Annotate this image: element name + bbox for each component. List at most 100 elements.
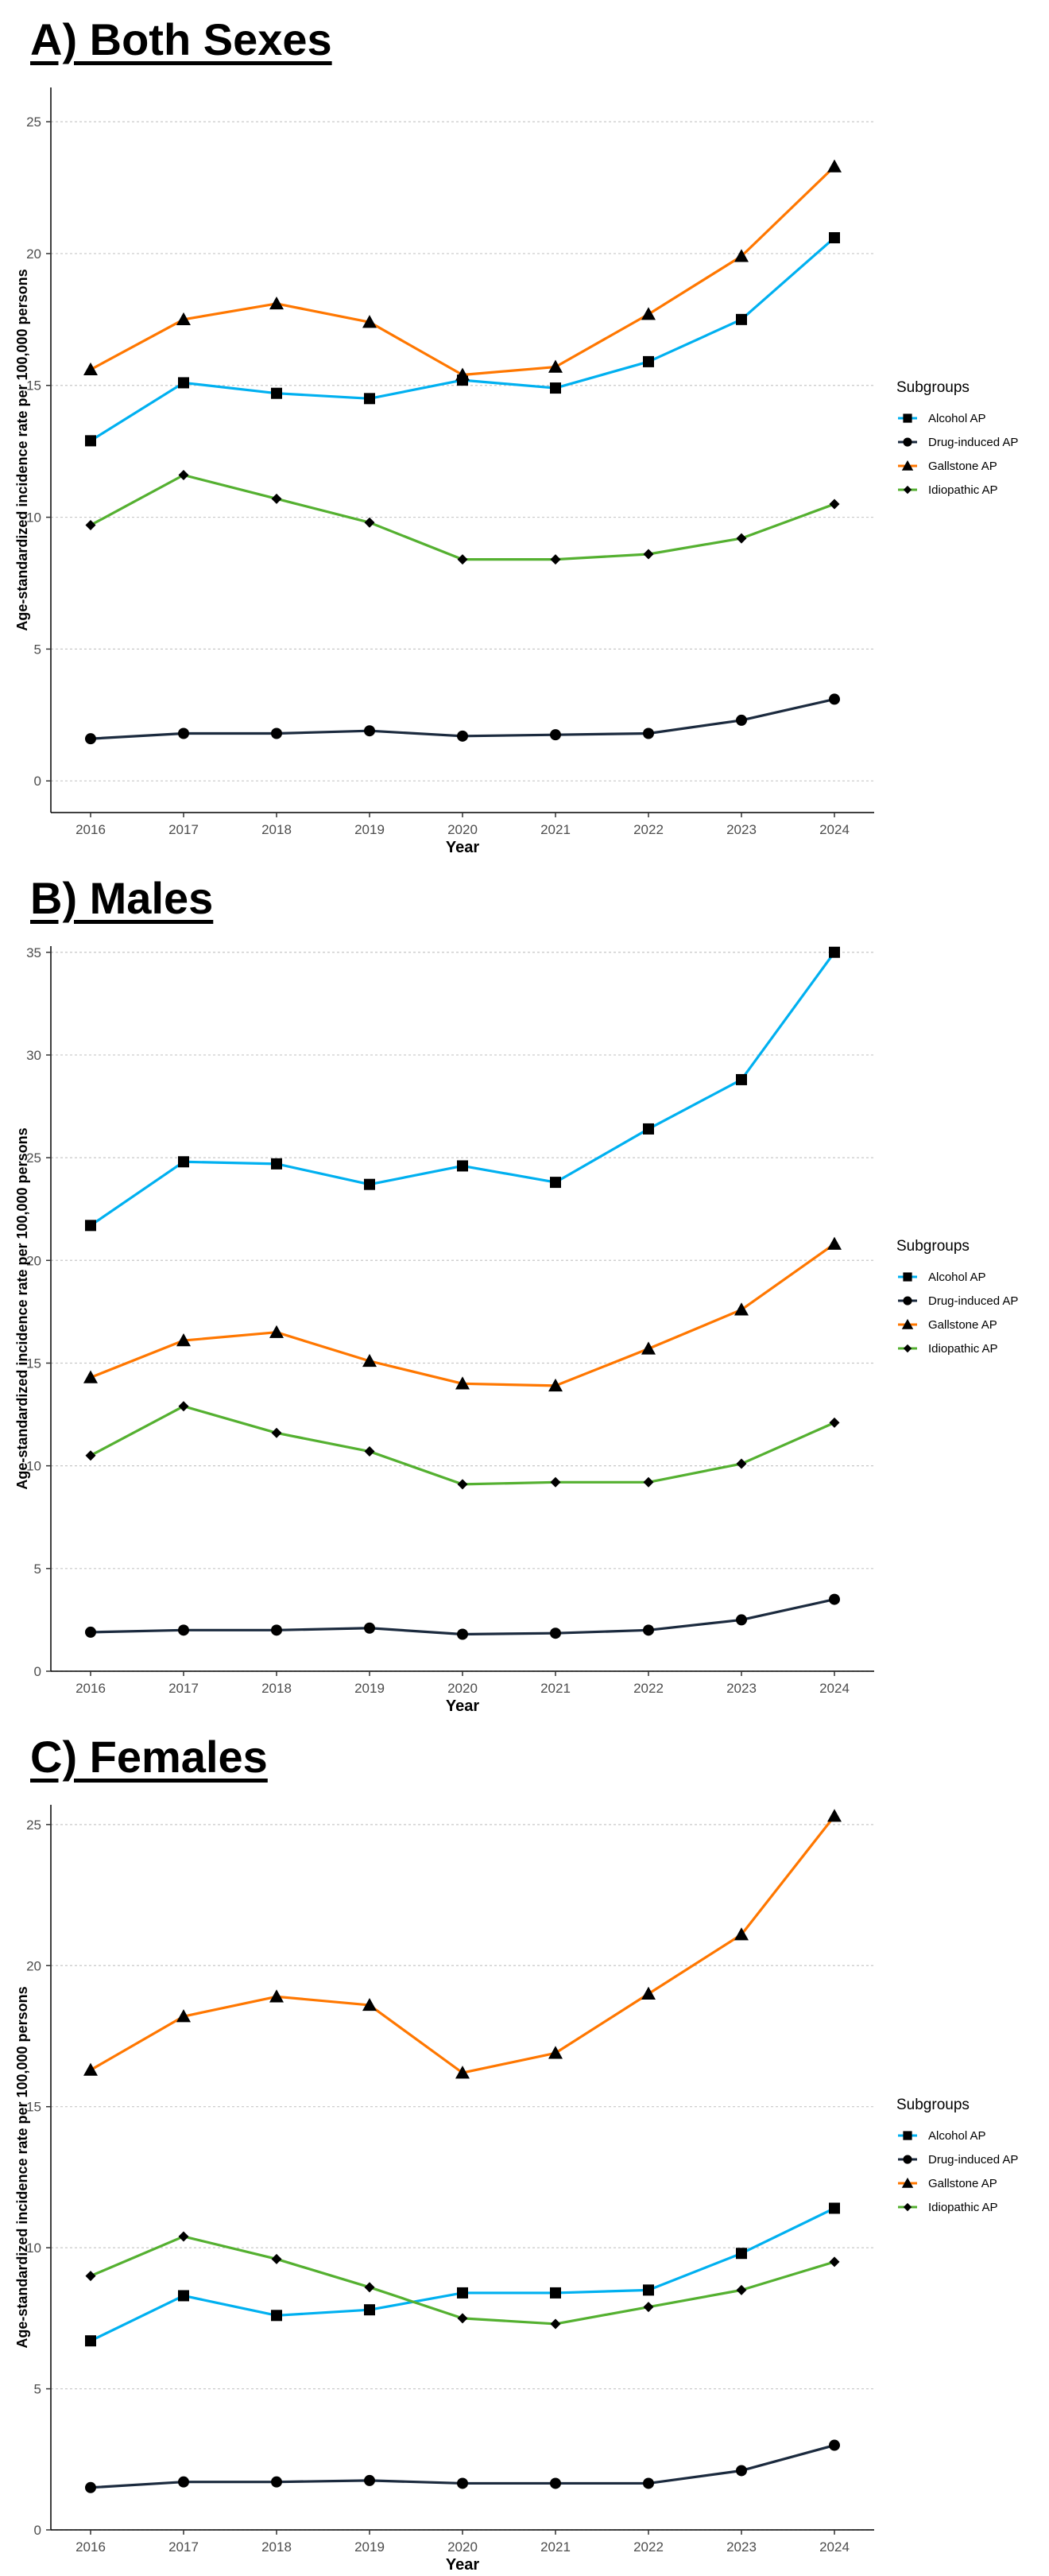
- data-point-alcohol-ap: [829, 232, 840, 244]
- data-point-alcohol-ap: [736, 313, 747, 325]
- chart-panel-a: 0 5 10 15 20 25 2016 2017 2018 2019 2020 2021 2022 20…: [0, 0, 1049, 859]
- data-point-idiopathic-ap: [643, 1476, 654, 1488]
- x-tick-label: 2021: [540, 1681, 571, 1696]
- data-point-drug-induced-ap: [643, 2477, 654, 2489]
- data-point-idiopathic-ap: [178, 1401, 189, 1412]
- x-tick-label: 2017: [168, 2539, 199, 2555]
- legend: Subgroups Alcohol AP Drug-induced AP Gallst…: [896, 2097, 1018, 2214]
- series-line-gallstone-ap: [90, 165, 836, 377]
- x-tick-label: 2016: [75, 2539, 106, 2555]
- data-point-drug-induced-ap: [364, 2474, 375, 2486]
- series-idiopathic-ap: [85, 2231, 840, 2330]
- x-tick-label: 2024: [819, 1681, 850, 1696]
- data-point-alcohol-ap: [85, 2335, 96, 2347]
- y-axis-title: Age-standardized incidence rate per 100,…: [14, 1986, 30, 2348]
- data-point-alcohol-ap: [364, 393, 375, 405]
- data-point-drug-induced-ap: [550, 2477, 561, 2489]
- legend: Subgroups Alcohol AP Drug-induced AP Gallst…: [896, 1238, 1018, 1356]
- legend-marker: [901, 2177, 914, 2188]
- y-tick-label: 20: [26, 1253, 41, 1268]
- y-tick-label: 20: [26, 1958, 41, 1973]
- data-point-drug-induced-ap: [829, 2439, 840, 2451]
- legend-item-gallstone-ap: Gallstone AP: [898, 2177, 997, 2190]
- series-alcohol-ap: [85, 946, 840, 1232]
- data-point-drug-induced-ap: [550, 729, 561, 741]
- y-tick-label: 15: [26, 1356, 41, 1371]
- legend-marker: [903, 485, 912, 495]
- data-point-gallstone-ap: [362, 1353, 377, 1368]
- data-point-gallstone-ap: [548, 1378, 563, 1392]
- data-point-idiopathic-ap: [643, 2302, 654, 2313]
- data-point-gallstone-ap: [641, 307, 656, 320]
- series-line-gallstone-ap: [90, 1815, 836, 2074]
- data-point-alcohol-ap: [550, 2287, 561, 2299]
- data-point-drug-induced-ap: [178, 1624, 189, 1636]
- data-point-gallstone-ap: [362, 1997, 377, 2012]
- data-point-gallstone-ap: [269, 1325, 284, 1338]
- legend-marker: [903, 413, 912, 423]
- data-point-gallstone-ap: [827, 1236, 842, 1250]
- data-point-alcohol-ap: [178, 2290, 189, 2302]
- legend: Subgroups Alcohol AP Drug-induced AP Gallst…: [896, 379, 1018, 497]
- data-point-drug-induced-ap: [178, 727, 189, 739]
- x-axis-title: Year: [446, 2556, 479, 2574]
- data-point-alcohol-ap: [550, 382, 561, 394]
- data-point-drug-induced-ap: [85, 1626, 96, 1638]
- x-axis-title: Year: [446, 839, 479, 856]
- legend-label: Idiopathic AP: [928, 1342, 998, 1356]
- chart-svg: 0 5 10 15 20 25 2016 2017 2018 2019 2020 2021 2022 20…: [14, 87, 1018, 856]
- data-point-drug-induced-ap: [85, 2481, 96, 2493]
- legend-label: Gallstone AP: [928, 1318, 997, 1332]
- data-point-alcohol-ap: [178, 377, 189, 389]
- series-drug-induced-ap: [85, 693, 840, 745]
- x-tick-label: 2019: [354, 2539, 385, 2555]
- data-point-idiopathic-ap: [85, 520, 96, 531]
- x-tick-label: 2016: [75, 822, 106, 837]
- data-point-gallstone-ap: [641, 1986, 656, 2000]
- data-point-gallstone-ap: [455, 1376, 470, 1390]
- x-tick-label: 2019: [354, 1681, 385, 1696]
- data-point-drug-induced-ap: [736, 714, 747, 726]
- legend-title: Subgroups: [896, 2097, 970, 2113]
- x-tick-label: 2021: [540, 822, 571, 837]
- legend-label: Drug-induced AP: [928, 2153, 1018, 2167]
- data-point-idiopathic-ap: [271, 1427, 282, 1438]
- data-point-idiopathic-ap: [736, 1458, 747, 1469]
- y-tick-label: 10: [26, 1459, 41, 1474]
- x-tick-label: 2023: [726, 822, 757, 837]
- x-axis-title: Year: [446, 1697, 479, 1715]
- legend-marker: [903, 1272, 912, 1282]
- data-point-drug-induced-ap: [457, 1628, 468, 1640]
- data-point-alcohol-ap: [364, 2304, 375, 2316]
- x-tick-label: 2020: [447, 1681, 478, 1696]
- data-point-gallstone-ap: [455, 2066, 470, 2079]
- x-tick-label: 2018: [261, 822, 292, 837]
- panel-title: C) Females: [30, 1732, 268, 1782]
- data-point-alcohol-ap: [643, 355, 654, 367]
- data-point-gallstone-ap: [641, 1341, 656, 1355]
- legend-marker: [903, 437, 912, 447]
- x-tick-label: 2023: [726, 1681, 757, 1696]
- legend-title: Subgroups: [896, 1238, 970, 1255]
- data-point-idiopathic-ap: [550, 2318, 561, 2330]
- data-point-idiopathic-ap: [178, 470, 189, 481]
- y-tick-label: 25: [26, 1818, 41, 1833]
- data-point-gallstone-ap: [734, 1927, 749, 1941]
- panel-title: A) Both Sexes: [30, 14, 332, 64]
- data-point-alcohol-ap: [271, 1158, 282, 1170]
- data-point-idiopathic-ap: [457, 2313, 468, 2324]
- y-tick-label: 5: [34, 1562, 41, 1577]
- series-drug-induced-ap: [85, 1593, 840, 1640]
- data-point-gallstone-ap: [176, 312, 191, 326]
- data-point-gallstone-ap: [827, 1809, 842, 1822]
- x-tick-label: 2019: [354, 822, 385, 837]
- data-point-alcohol-ap: [178, 1156, 189, 1168]
- legend-marker: [903, 1344, 912, 1353]
- legend-marker: [903, 1296, 912, 1305]
- data-point-idiopathic-ap: [829, 1417, 840, 1428]
- series-line-gallstone-ap: [90, 1243, 835, 1387]
- data-point-drug-induced-ap: [736, 2465, 747, 2477]
- data-point-drug-induced-ap: [271, 727, 282, 739]
- legend-item-idiopathic-ap: Idiopathic AP: [898, 1342, 998, 1356]
- series-line-idiopathic-ap: [90, 2235, 835, 2326]
